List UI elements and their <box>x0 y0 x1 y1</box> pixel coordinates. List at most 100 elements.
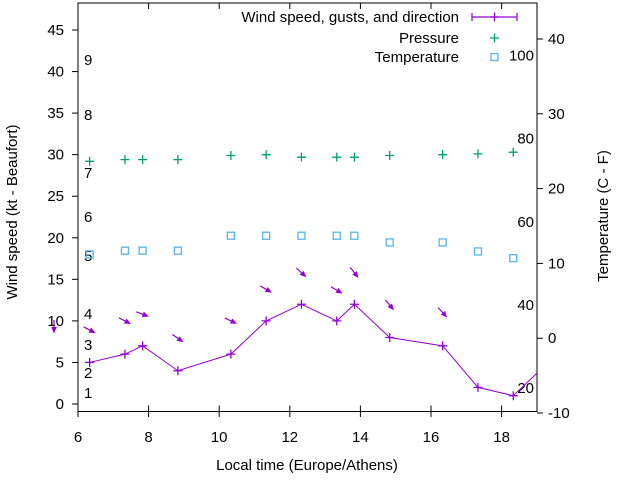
pressure-point <box>349 152 359 162</box>
y-left-tick-label: 15 <box>47 271 64 288</box>
x-tick-label: 18 <box>493 429 510 446</box>
fahrenheit-scale-label: 100 <box>509 48 534 65</box>
beaufort-scale-label: 8 <box>84 107 92 124</box>
temperature-point <box>173 246 183 255</box>
wind-point <box>332 316 342 326</box>
pressure-point <box>85 156 95 166</box>
wind-direction-arrow-head <box>352 271 359 279</box>
temperature-point <box>226 231 235 240</box>
beaufort-scale-label: 2 <box>84 365 92 382</box>
y-left-tick-label: 45 <box>47 22 64 39</box>
wind-speed-line <box>89 303 538 397</box>
chart-marks: 6 8 10 12 14 16 18051015202530354045-100102030… <box>47 2 570 446</box>
pressure-point <box>332 152 342 162</box>
wind-direction-arrow-head <box>387 303 394 311</box>
wind-point <box>473 382 483 392</box>
temperature-point <box>85 250 94 259</box>
beaufort-scale-label: 6 <box>84 209 92 226</box>
y-left-tick-label: 0 <box>56 396 64 413</box>
wind-point <box>296 299 306 309</box>
wind-direction-arrow-head <box>123 318 131 324</box>
wind-direction-arrow-head <box>440 310 448 318</box>
wind-point <box>261 316 271 326</box>
wind-direction-arrow-head <box>264 287 272 293</box>
legend-label-temperature: Temperature <box>375 49 459 66</box>
beaufort-scale-label: 9 <box>84 52 92 69</box>
pressure-point <box>438 150 448 160</box>
plot-border <box>77 2 538 412</box>
wind-point <box>508 391 518 401</box>
y-right-tick-label: 40 <box>548 31 565 48</box>
wind-direction-arrow-head <box>335 287 343 294</box>
x-tick-label: 12 <box>281 429 298 446</box>
fahrenheit-scale-label: 60 <box>517 214 534 231</box>
pressure-point <box>120 155 130 165</box>
temperature-point <box>473 247 483 256</box>
x-tick-label: 16 <box>423 429 440 446</box>
y-right-tick-label: -10 <box>548 405 570 422</box>
pressure-point <box>473 149 483 159</box>
legend-sample-pressure <box>490 33 499 43</box>
y-left-tick-label: 30 <box>47 147 64 164</box>
pressure-point <box>385 151 395 161</box>
temperature-point <box>261 231 271 240</box>
y-right-tick-label: 10 <box>548 255 565 272</box>
fahrenheit-scale-label: 20 <box>517 380 534 397</box>
y-left-tick-label: 40 <box>47 64 64 81</box>
wind-direction-arrow-head <box>229 318 237 324</box>
legend-label-wind: Wind speed, gusts, and direction <box>241 9 459 26</box>
wind-point <box>226 349 236 359</box>
fahrenheit-scale-label: 80 <box>517 131 534 148</box>
pressure-point <box>226 151 236 161</box>
pressure-point <box>508 147 518 157</box>
legend-label-pressure: Pressure <box>399 30 459 47</box>
y-right-tick-label: 0 <box>548 330 556 347</box>
pressure-point <box>261 150 271 160</box>
beaufort-scale-label: 3 <box>84 337 92 354</box>
y-left-tick-label: 35 <box>47 105 64 122</box>
wind-point <box>138 341 148 351</box>
temperature-point <box>438 238 447 247</box>
y-left-axis-title: Wind speed (kt - Beaufort) <box>4 124 21 299</box>
temperature-point <box>138 246 147 255</box>
wind-point <box>349 299 359 309</box>
beaufort-scale-label: 5 <box>84 248 92 265</box>
temperature-point <box>385 238 394 247</box>
temperature-point <box>332 231 341 240</box>
wind-point <box>120 349 130 359</box>
x-tick-label: 8 <box>144 429 152 446</box>
y-left-tick-label: 5 <box>56 354 64 371</box>
wind-direction-arrow-head <box>176 336 184 343</box>
y-left-tick-label: 10 <box>47 313 64 330</box>
x-tick-label: 6 <box>74 429 82 446</box>
pressure-point <box>296 152 306 162</box>
y-right-tick-label: 20 <box>548 181 565 198</box>
y-left-tick-label: 25 <box>47 188 64 205</box>
beaufort-scale-label: 4 <box>84 306 92 323</box>
temperature-point <box>297 231 306 240</box>
wind-direction-arrow-head <box>299 270 307 278</box>
y-left-tick-label: 20 <box>47 230 64 247</box>
beaufort-scale-label: 1 <box>84 385 92 402</box>
wind-point <box>173 366 183 376</box>
temperature-point <box>120 246 130 255</box>
temperature-point <box>509 254 518 263</box>
x-tick-label: 10 <box>211 429 228 446</box>
wind-direction-arrow-head <box>88 327 96 334</box>
wind-direction-arrow-head <box>51 326 57 334</box>
wind-point <box>438 341 448 351</box>
wind-direction-arrow-head <box>141 311 149 317</box>
y-right-axis-title: Temperature (C - F) <box>595 150 612 282</box>
wind-point <box>85 357 95 367</box>
temperature-point <box>350 231 359 240</box>
fahrenheit-scale-label: 40 <box>517 297 534 314</box>
wind-point <box>385 333 395 343</box>
beaufort-scale-label: 7 <box>84 165 92 182</box>
y-right-tick-label: 30 <box>548 106 565 123</box>
pressure-point <box>173 155 183 165</box>
x-axis-title: Local time (Europe/Athens) <box>216 457 398 474</box>
pressure-point <box>138 155 148 165</box>
x-tick-label: 14 <box>352 429 369 446</box>
